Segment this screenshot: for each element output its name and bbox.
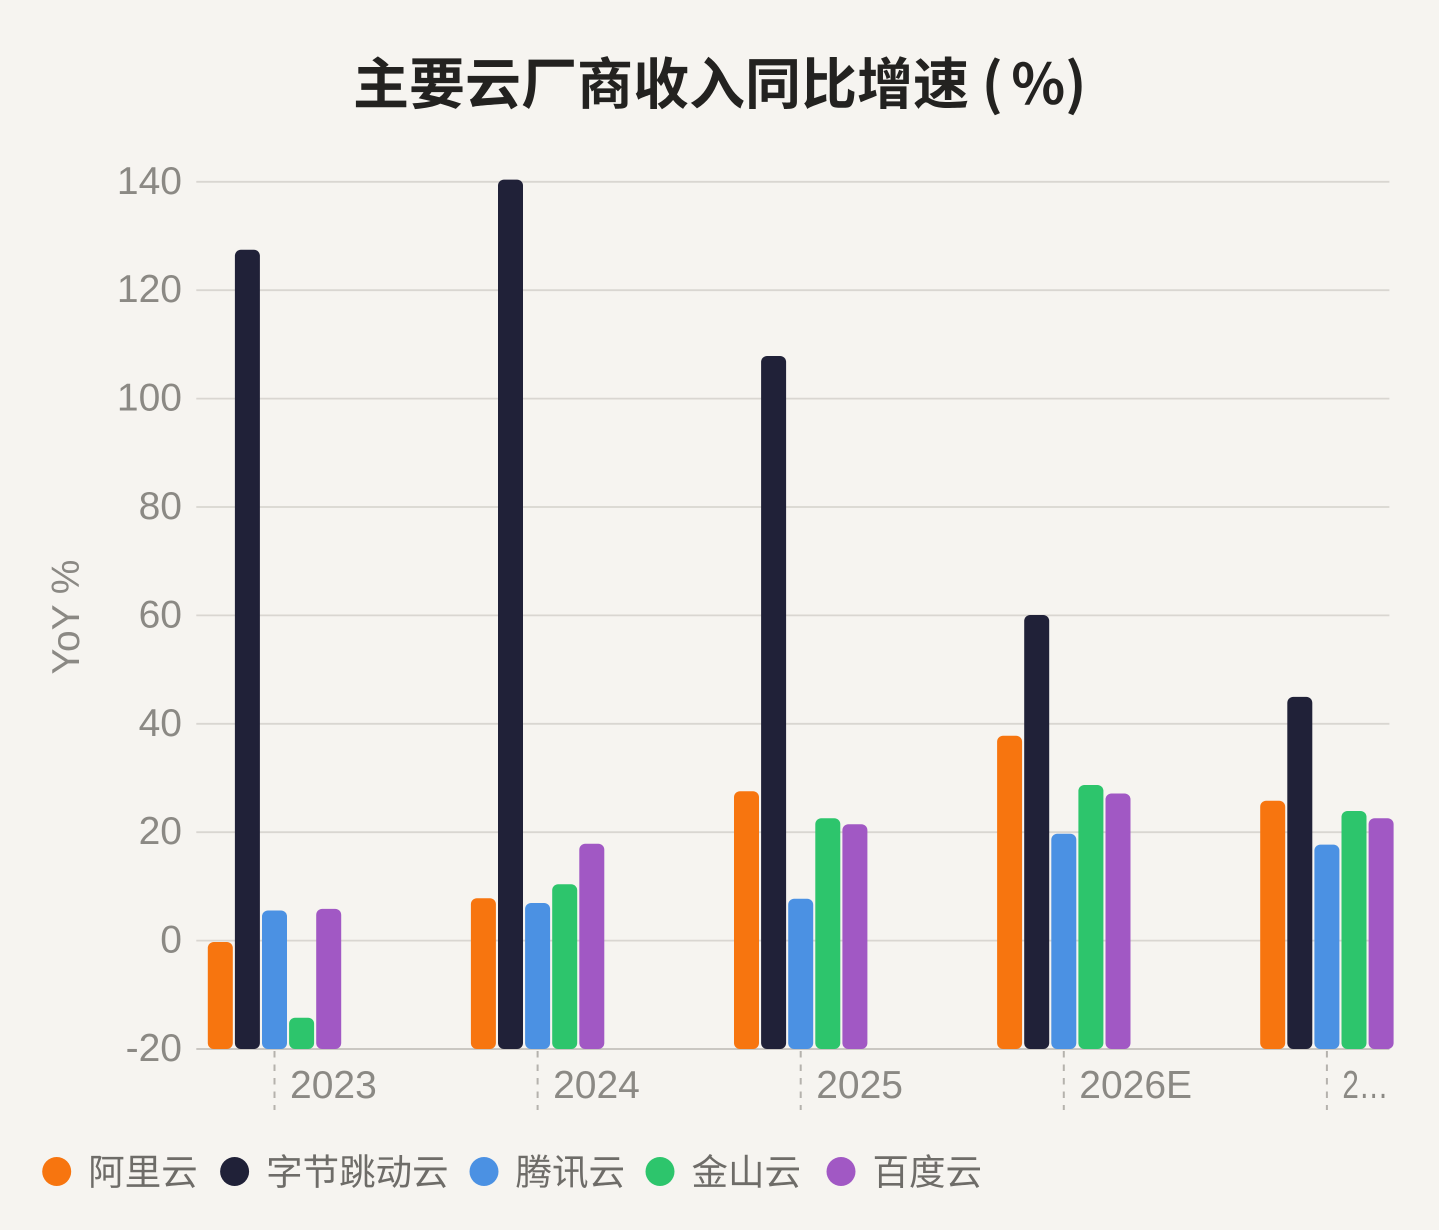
svg-text:120: 120 [117, 268, 182, 311]
svg-text:2024: 2024 [553, 1064, 640, 1107]
svg-text:20: 20 [139, 810, 182, 853]
svg-text:2026E: 2026E [1079, 1064, 1192, 1107]
svg-text:40: 40 [139, 702, 182, 745]
svg-text:YoY %: YoY % [45, 560, 88, 675]
svg-text:60: 60 [139, 593, 182, 636]
svg-text:100: 100 [117, 377, 182, 420]
svg-text:-20: -20 [126, 1027, 182, 1070]
svg-text:80: 80 [139, 485, 182, 528]
svg-text:0: 0 [160, 919, 182, 962]
svg-text:2023: 2023 [290, 1064, 377, 1107]
svg-text:2025: 2025 [816, 1064, 903, 1107]
svg-text:140: 140 [117, 160, 182, 203]
svg-text:2…: 2… [1342, 1064, 1388, 1107]
